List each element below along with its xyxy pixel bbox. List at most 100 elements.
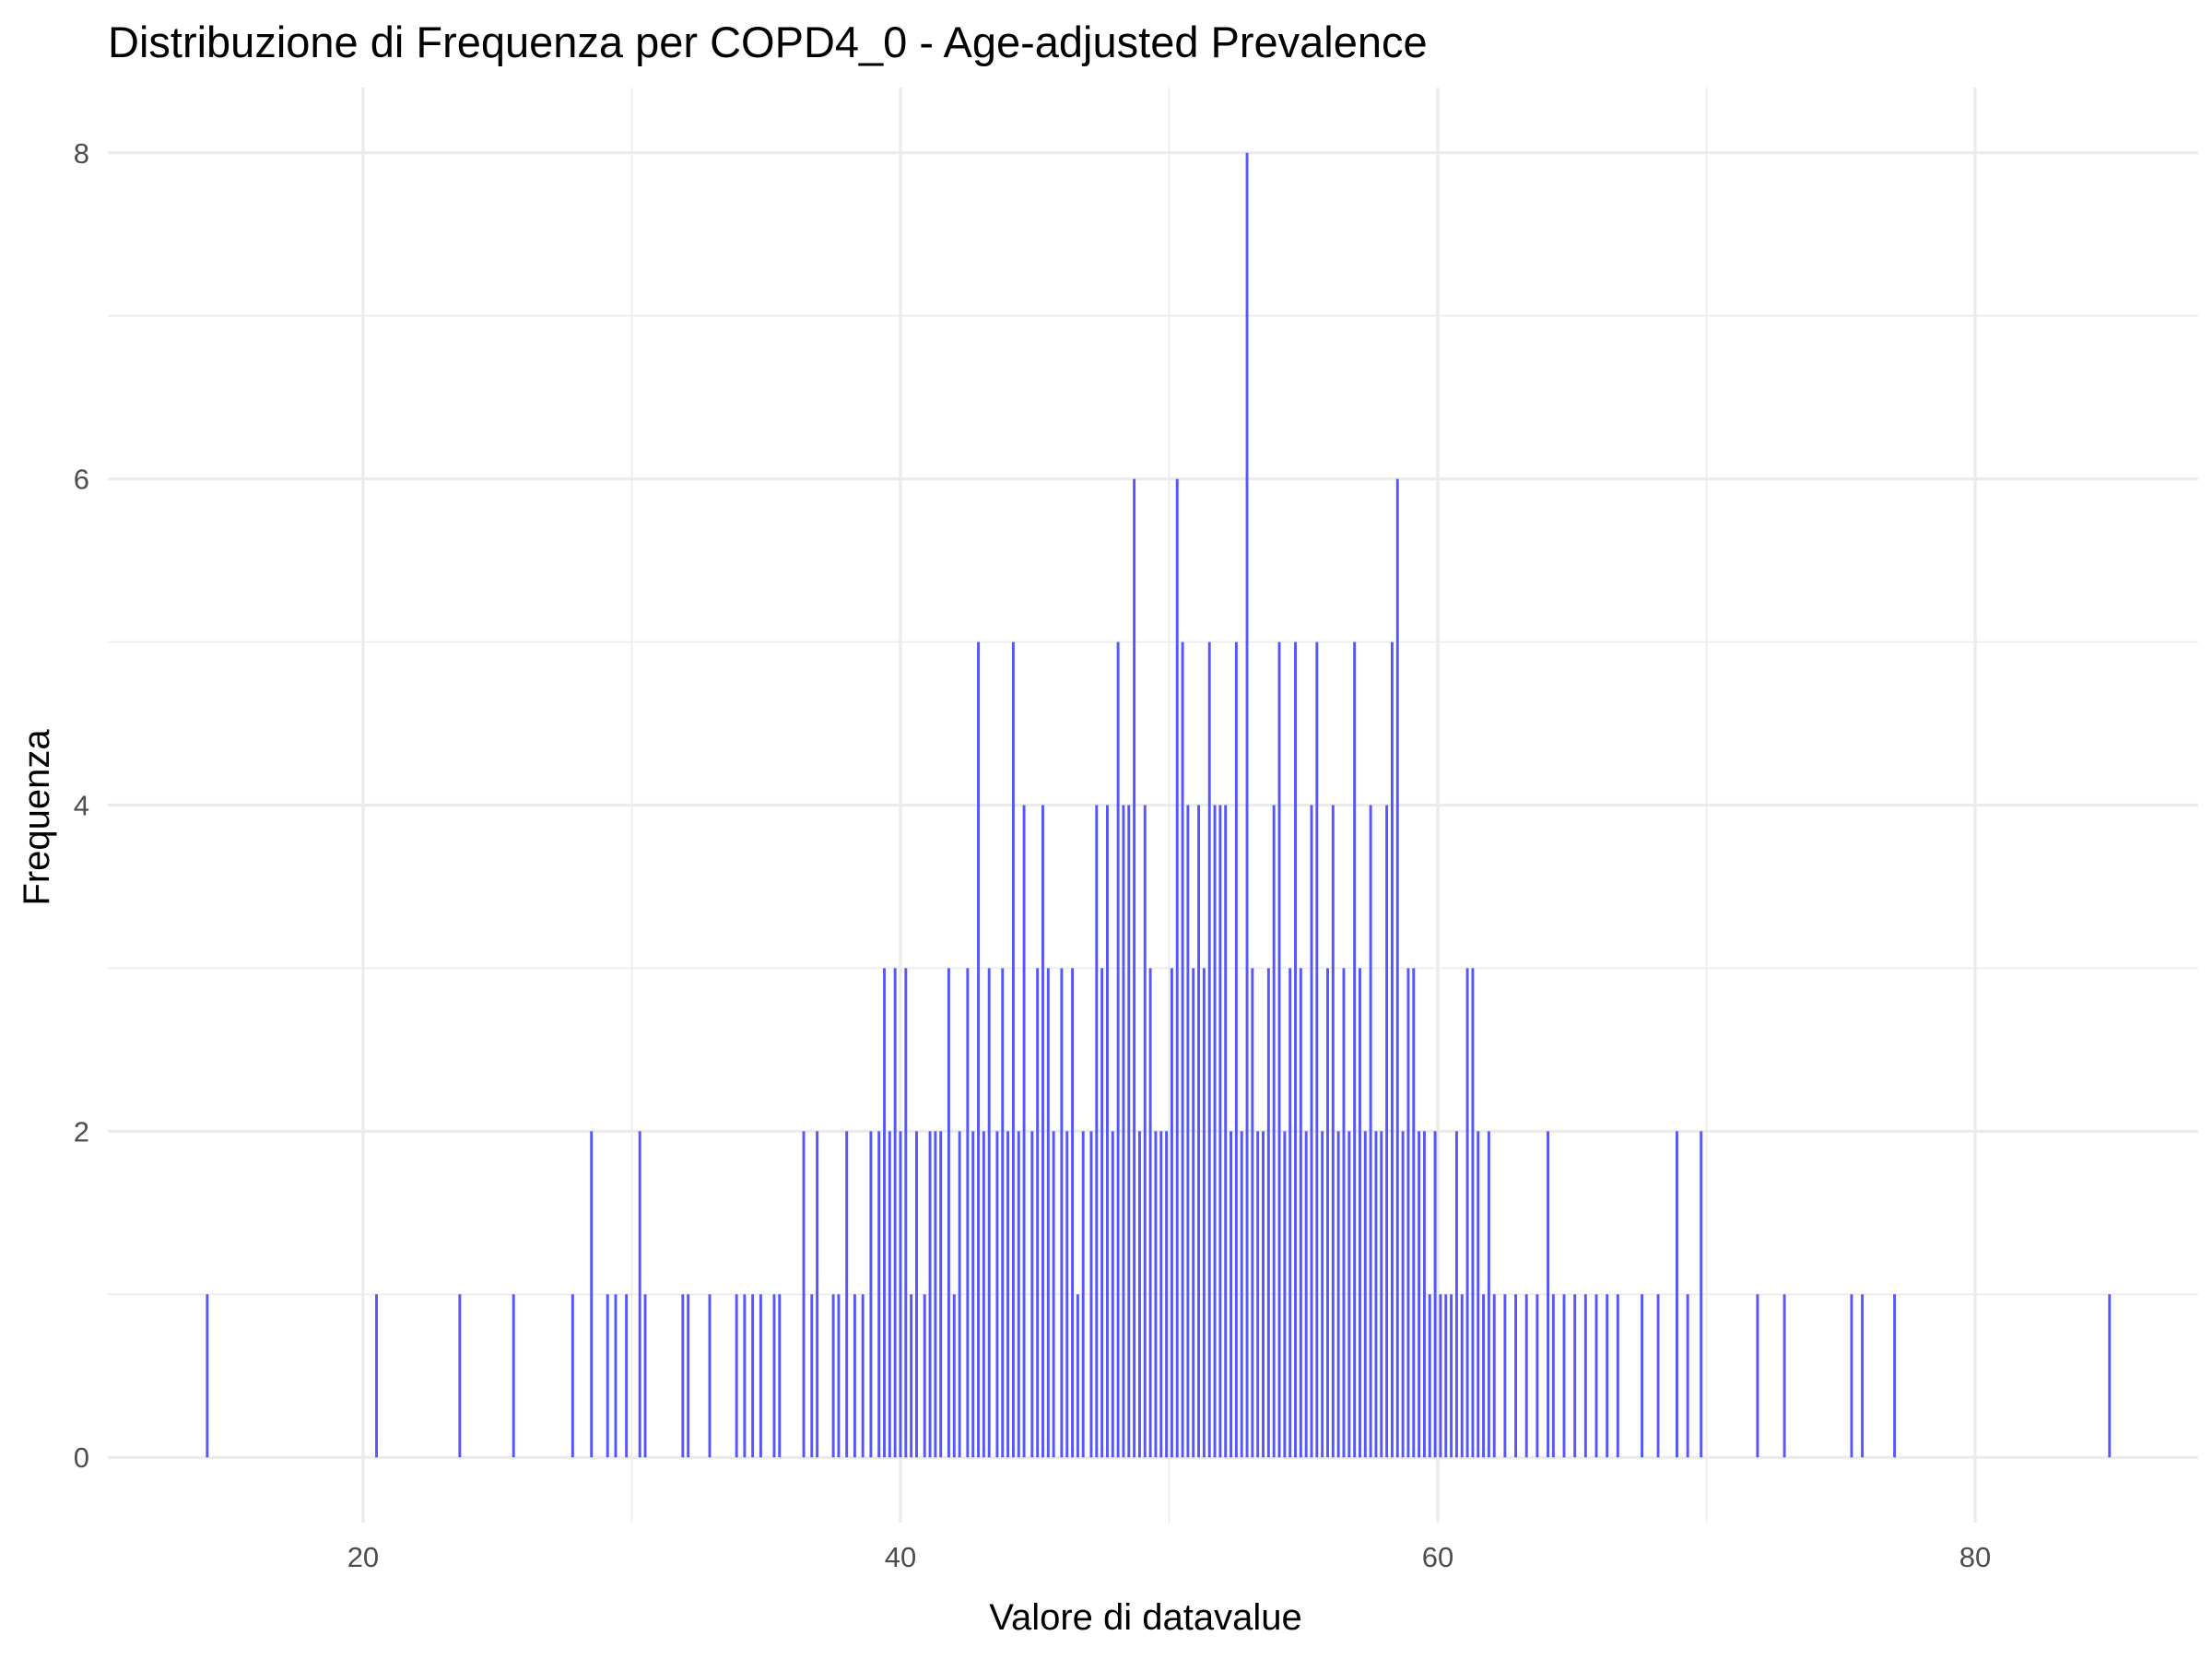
histogram-bar [1277, 641, 1281, 1458]
histogram-bar [1240, 1131, 1243, 1458]
x-tick-label: 20 [347, 1541, 379, 1573]
histogram-bar [772, 1294, 776, 1458]
histogram-bar [939, 1131, 943, 1458]
histogram-bar [1304, 1131, 1308, 1458]
histogram-bar [1001, 968, 1005, 1458]
histogram-bar [1218, 805, 1222, 1458]
histogram-bar [1159, 1131, 1163, 1458]
histogram-bar [1380, 1131, 1383, 1458]
histogram-bar [643, 1294, 647, 1458]
histogram-bar [1547, 1131, 1549, 1458]
histogram-bar [1315, 641, 1319, 1458]
histogram-bar [987, 968, 991, 1458]
histogram-bar [1022, 805, 1026, 1458]
histogram-bar [1401, 1131, 1405, 1458]
histogram-bar [1089, 1131, 1093, 1458]
histogram-bar [1041, 805, 1044, 1458]
histogram-bar [1294, 641, 1297, 1458]
histogram-bar [1283, 1131, 1287, 1458]
histogram-bar [1197, 805, 1201, 1458]
histogram-bar [869, 1131, 873, 1458]
histogram-bar [1433, 1131, 1437, 1458]
chart-title: Distribuzione di Frequenza per COPD4_0 -… [108, 18, 1428, 66]
histogram-bar [1262, 1131, 1265, 1458]
histogram-bar [735, 1294, 738, 1458]
histogram-bar [1583, 1294, 1587, 1458]
histogram-bar [1514, 1294, 1518, 1458]
histogram-bar [1122, 805, 1125, 1458]
histogram-bar [1374, 1131, 1378, 1458]
histogram-bar [1105, 805, 1109, 1458]
histogram-bar [1017, 1131, 1020, 1458]
grid-layer [108, 88, 2198, 1523]
histogram-bar [1251, 968, 1254, 1458]
histogram-bar [845, 1131, 849, 1458]
y-tick-label: 2 [74, 1115, 89, 1147]
histogram-bar [1390, 641, 1394, 1458]
histogram-bar [1676, 1131, 1678, 1458]
histogram-bar [1562, 1294, 1566, 1458]
histogram-bar [1081, 1131, 1085, 1458]
histogram-bar [1170, 968, 1173, 1458]
histogram-bar [590, 1131, 594, 1458]
histogram-bar [1111, 1131, 1114, 1458]
histogram-bar [206, 1294, 209, 1458]
histogram-bar [1450, 1294, 1453, 1458]
histogram-bar [1783, 1294, 1786, 1458]
histogram-bar [1594, 1294, 1598, 1458]
histogram-bar [458, 1294, 462, 1458]
histogram-bar [1299, 968, 1302, 1458]
y-tick-label: 4 [74, 790, 89, 822]
histogram-bar [638, 1131, 641, 1458]
histogram-bar [1418, 1131, 1421, 1458]
x-tick-labels: 20 40 60 80 [347, 1541, 1992, 1573]
histogram-bar [1369, 805, 1372, 1458]
histogram-bar [1756, 1294, 1759, 1458]
histogram-bar [837, 1294, 841, 1458]
histogram-bar [1036, 968, 1040, 1458]
histogram-bar [966, 968, 970, 1458]
histogram-bar [1465, 968, 1469, 1458]
x-tick-label: 40 [885, 1541, 916, 1573]
histogram-bar [1428, 1294, 1431, 1458]
histogram-bar [1385, 805, 1389, 1458]
histogram-bar [1181, 641, 1184, 1458]
histogram-bar [751, 1294, 755, 1458]
histogram-bar [934, 1131, 937, 1458]
histogram-bar [1353, 641, 1357, 1458]
histogram-bar [1143, 805, 1147, 1458]
histogram-bar [1224, 805, 1228, 1458]
histogram-bar [1137, 1131, 1141, 1458]
histogram-bar [1230, 1131, 1232, 1458]
histogram-bar [1412, 968, 1416, 1458]
histogram-bar [1492, 1294, 1496, 1458]
histogram-bar [923, 1294, 926, 1458]
histogram-bar [1011, 641, 1015, 1458]
histogram-bar [1460, 1294, 1464, 1458]
histogram-bar [861, 1294, 865, 1458]
histogram-bar [1487, 1131, 1490, 1458]
histogram-bar [816, 1131, 819, 1458]
histogram-bar [952, 1294, 956, 1458]
histogram-bar [1266, 968, 1270, 1458]
histogram-bar [1116, 641, 1120, 1458]
histogram-bar [1256, 1131, 1260, 1458]
histogram-bar [681, 1294, 685, 1458]
histogram-bar [759, 1294, 762, 1458]
histogram-bar [1100, 968, 1104, 1458]
histogram-bar [687, 1294, 690, 1458]
histogram-bar [1310, 805, 1313, 1458]
histogram-bar [1342, 968, 1346, 1458]
histogram-bar [1071, 968, 1075, 1458]
histogram-bar [1288, 968, 1292, 1458]
histogram-bar [1850, 1294, 1853, 1458]
histogram-bar [1347, 1131, 1351, 1458]
histogram-bar [883, 968, 886, 1458]
y-tick-label: 6 [74, 464, 89, 496]
histogram-bar [571, 1294, 574, 1458]
histogram-bar [1030, 1131, 1034, 1458]
histogram-bar [614, 1294, 618, 1458]
histogram-bar [877, 1131, 881, 1458]
y-axis-title: Frequenza [17, 729, 57, 906]
